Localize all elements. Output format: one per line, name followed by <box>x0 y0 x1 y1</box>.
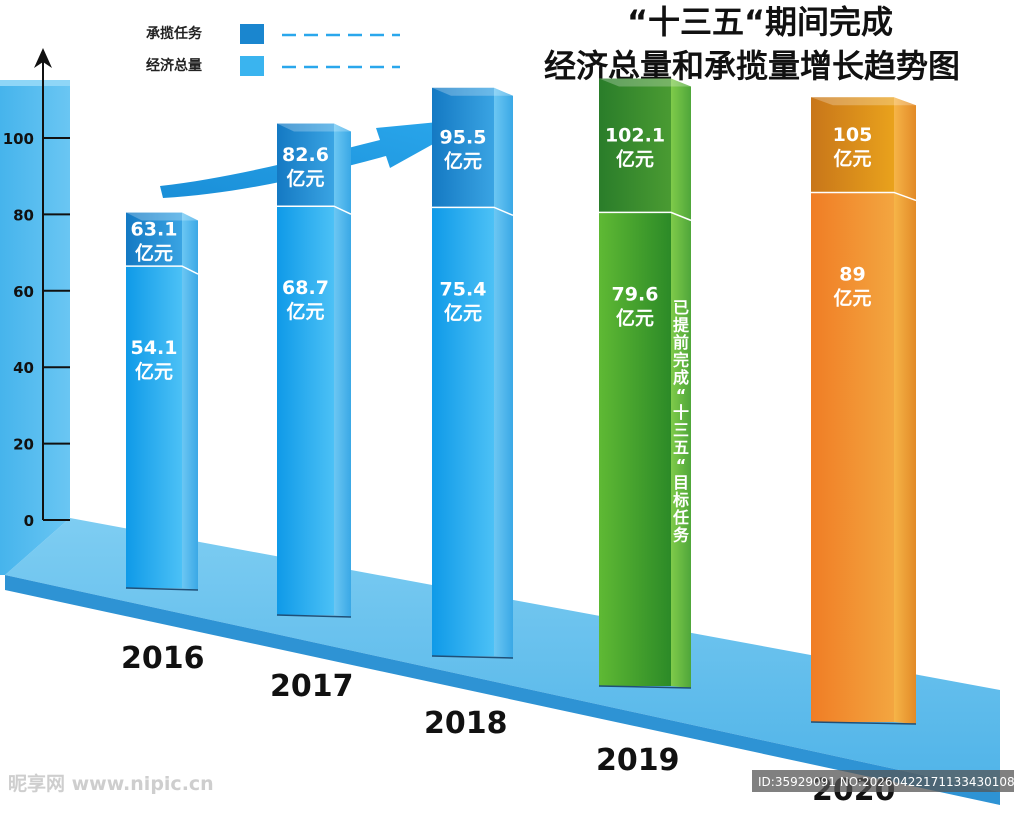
x-tick-label-2016: 2016 <box>121 641 205 676</box>
data-label-total-unit: 亿元 <box>135 360 173 383</box>
bar-split-line <box>811 191 917 202</box>
x-tick-label-2017: 2017 <box>270 669 354 704</box>
bar-base-line <box>276 614 352 618</box>
bar-base-line <box>810 721 917 725</box>
watermark-right: ID:35929091 NO:20260422171133430108 <box>758 775 1015 789</box>
y-tick-label: 60 <box>13 283 34 301</box>
data-label-total-2018: 75.4 <box>440 278 487 300</box>
y-tick-label: 0 <box>24 512 34 530</box>
back-wall-top <box>0 80 70 86</box>
annotation-vertical-text: 已提前完成“十三五“目标任务 <box>672 298 690 545</box>
watermark-bar <box>752 770 1014 792</box>
data-label-task-unit: 亿元 <box>444 150 482 173</box>
bar-base-line <box>598 685 692 689</box>
y-tick-label: 80 <box>13 206 34 224</box>
y-axis-arrow <box>34 48 52 68</box>
bar-split-line <box>432 206 514 217</box>
bar-total-2018 <box>432 207 494 656</box>
bar-task-2019 <box>599 78 671 213</box>
y-tick-label: 20 <box>13 436 34 454</box>
watermark-left: 昵享网 www.nipic.cn <box>8 772 214 795</box>
bar-task-2018 <box>432 87 494 208</box>
legend: 承揽任务 经济总量 <box>146 24 400 76</box>
bar-split-line <box>126 265 199 275</box>
bar-top-2016 <box>126 212 198 221</box>
back-wall <box>0 86 70 575</box>
bar-total-2016 <box>126 266 182 588</box>
bar-side-2019 <box>671 78 691 688</box>
data-label-task-unit: 亿元 <box>135 241 173 264</box>
legend-swatch-task <box>240 24 264 44</box>
bar-task-2017 <box>277 123 334 207</box>
x-tick-label-2019: 2019 <box>596 743 680 778</box>
data-label-total-2016: 54.1 <box>131 337 178 359</box>
data-label-total-unit: 亿元 <box>833 286 871 309</box>
legend-label-total: 经济总量 <box>146 57 202 74</box>
data-label-total-unit: 亿元 <box>444 301 482 324</box>
data-label-task-2019: 102.1 <box>605 124 665 146</box>
bar-side-2018 <box>494 87 513 658</box>
bar-side-2020 <box>894 97 916 724</box>
data-label-task-unit: 亿元 <box>616 147 654 170</box>
bar-base-line <box>431 655 514 659</box>
bar-task-2016 <box>126 212 182 267</box>
data-label-task-2020: 105 <box>833 124 873 146</box>
bar-top-2018 <box>432 87 513 96</box>
chart-title-line1: “十三五“期间完成 <box>627 3 893 41</box>
bar-total-2017 <box>277 206 334 616</box>
bar-task-2020 <box>811 97 894 193</box>
data-label-task-2016: 63.1 <box>131 218 178 240</box>
data-label-total-2017: 68.7 <box>282 277 329 299</box>
bar-top-2020 <box>811 97 916 106</box>
bar-top-2019 <box>599 78 691 87</box>
data-label-task-2018: 95.5 <box>440 127 487 149</box>
data-label-total-unit: 亿元 <box>286 300 324 323</box>
legend-swatch-total <box>240 56 264 76</box>
data-label-task-2017: 82.6 <box>282 144 329 166</box>
data-label-total-2019: 79.6 <box>612 283 659 305</box>
bar-total-2020 <box>811 192 894 722</box>
bar-base-line <box>125 587 199 591</box>
data-label-total-unit: 亿元 <box>616 306 654 329</box>
bar-side-2016 <box>182 212 198 590</box>
legend-label-task: 承揽任务 <box>146 25 203 42</box>
y-tick-label: 100 <box>3 130 34 148</box>
bar-top-2017 <box>277 123 351 132</box>
x-tick-label-2018: 2018 <box>424 706 508 741</box>
y-tick-label: 40 <box>13 359 34 377</box>
data-label-total-2020: 89 <box>839 263 865 285</box>
bar-split-line <box>599 211 692 222</box>
floor-edge <box>5 575 1000 805</box>
data-label-task-unit: 亿元 <box>833 147 871 170</box>
bar-total-2019 <box>599 212 671 686</box>
bar-split-line <box>277 205 352 215</box>
data-label-task-unit: 亿元 <box>286 167 324 190</box>
bar-side-2017 <box>334 123 351 617</box>
